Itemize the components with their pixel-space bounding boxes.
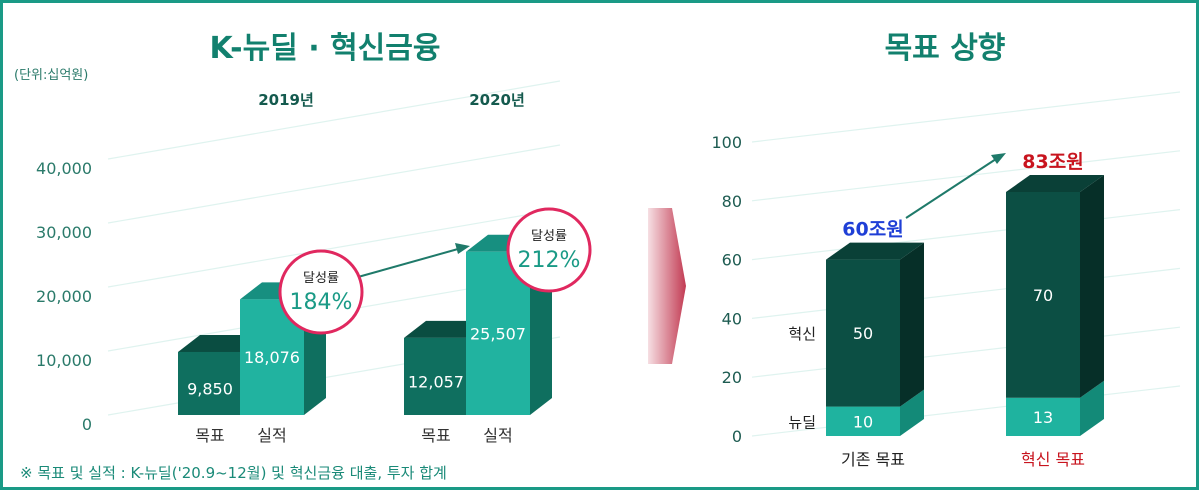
left-category-labels: 목표 실적 목표 실적: [195, 426, 512, 445]
bar-value-label: 9,850: [187, 379, 233, 398]
innovation-segment: [1006, 191, 1080, 398]
left-chart-title: K-뉴딜 · 혁신금융: [210, 31, 441, 66]
y-tick-label: 0: [732, 427, 742, 446]
segment-value-label: 13: [1033, 408, 1053, 427]
innovation-segment: [826, 259, 900, 407]
bar-value-label: 12,057: [408, 372, 464, 391]
bar-value-label: 18,076: [244, 348, 300, 367]
trend-arrow-line: [357, 248, 459, 278]
achievement-value: 212%: [518, 248, 581, 273]
right-category-labels: 기존 목표 혁신 목표 뉴딜 혁신: [788, 325, 1085, 469]
y-tick-label: 0: [82, 415, 92, 434]
series-label: 혁신: [788, 325, 816, 343]
y-tick-label: 60: [722, 251, 742, 270]
left-group-labels: 2019년 2020년: [258, 91, 525, 109]
newdeal-segment: [1006, 397, 1080, 436]
increase-arrow-line: [905, 158, 997, 219]
y-tick-label: 20: [722, 368, 742, 387]
category-label: 목표: [195, 426, 224, 445]
achievement-circle: [506, 207, 592, 293]
unit-label: (단위:십억원): [14, 68, 88, 83]
total-label: 60조원: [842, 219, 903, 241]
right-bars: 10 50 60조원 13 70 83조원: [826, 151, 1104, 436]
left-bars: 9,850 18,076 12,057 25,507: [178, 234, 552, 415]
right-chart-title: 목표 상향: [885, 31, 1006, 66]
y-tick-label: 20,000: [36, 287, 92, 306]
existing-target-bar: [826, 242, 924, 436]
achievement-label: 달성률: [531, 229, 567, 244]
segment-value-label: 70: [1033, 286, 1053, 305]
series-label: 뉴딜: [788, 413, 816, 431]
achievement-value: 184%: [290, 290, 353, 315]
newdeal-segment: [826, 406, 900, 436]
total-label: 83조원: [1022, 151, 1083, 173]
transition-arrow-icon: [648, 208, 686, 364]
category-label: 기존 목표: [841, 450, 905, 469]
year-label: 2020년: [469, 91, 525, 109]
category-label: 혁신 목표: [1021, 450, 1085, 469]
increase-arrowhead-icon: [991, 153, 1006, 164]
achievement-circle: [278, 249, 364, 335]
trend-arrowhead-icon: [455, 243, 470, 254]
achievement-label: 달성률: [303, 271, 339, 286]
segment-value-label: 10: [853, 412, 873, 431]
category-label: 실적: [257, 426, 286, 445]
category-label: 실적: [483, 426, 512, 445]
footnote: ※ 목표 및 실적 : K-뉴딜('20.9~12월) 및 혁신금융 대출, 투…: [20, 464, 447, 482]
y-tick-label: 100: [711, 133, 742, 152]
year-label: 2019년: [258, 91, 314, 109]
y-tick-label: 30,000: [36, 223, 92, 242]
y-tick-label: 80: [722, 192, 742, 211]
y-tick-label: 40,000: [36, 159, 92, 178]
y-tick-label: 40: [722, 309, 742, 328]
category-label: 목표: [421, 426, 450, 445]
segment-value-label: 50: [853, 324, 873, 343]
right-y-axis: 0 20 40 60 80 100: [711, 91, 1181, 446]
y-tick-label: 10,000: [36, 351, 92, 370]
bar-value-label: 25,507: [470, 324, 526, 343]
left-annotations: 달성률 184% 달성률 212%: [278, 207, 592, 335]
innovation-target-bar: [1006, 174, 1104, 436]
